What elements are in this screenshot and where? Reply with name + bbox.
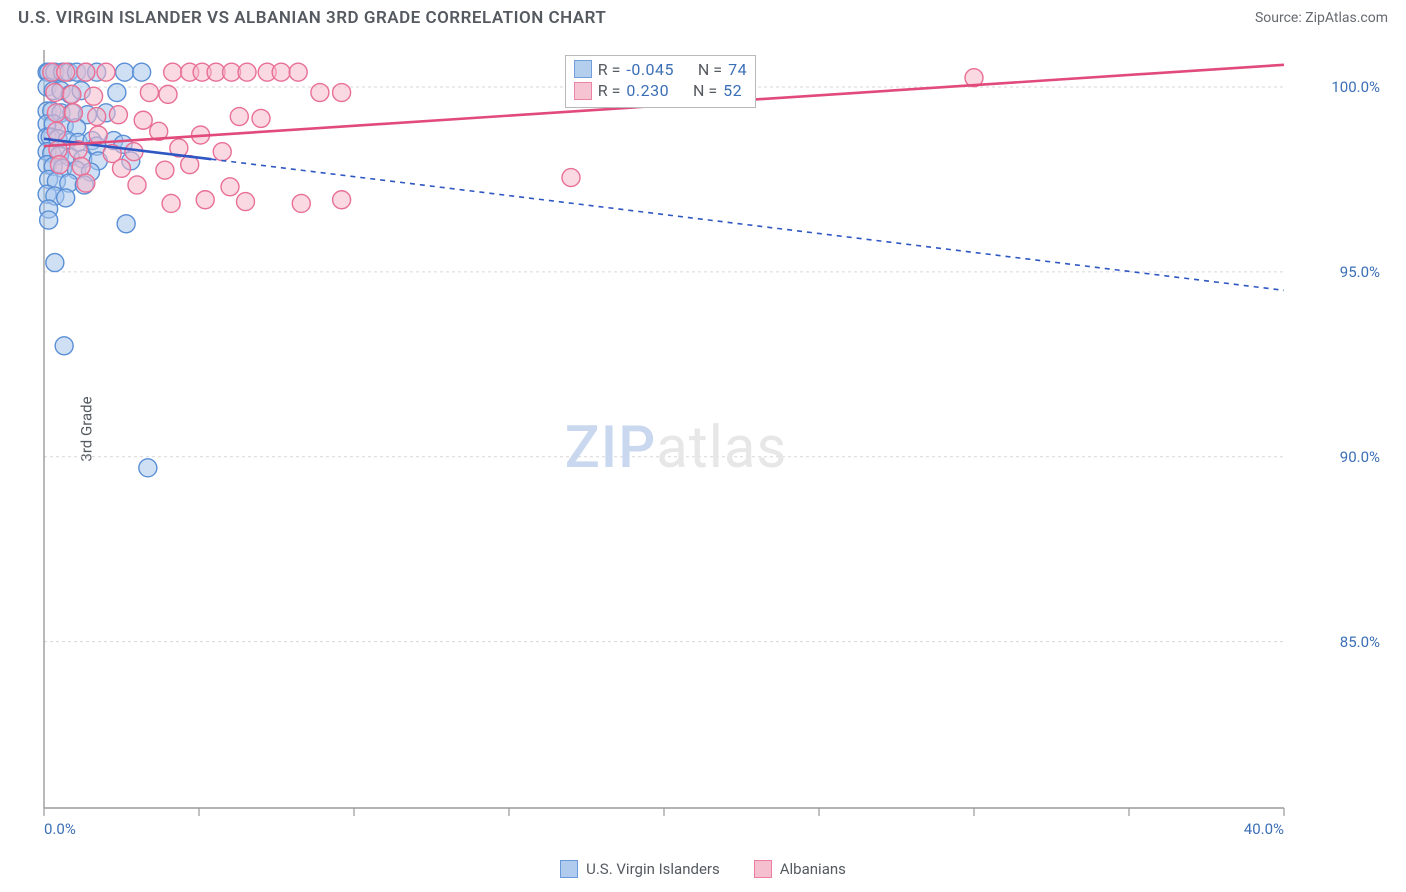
correlation-legend-row: R = -0.045 N = 74 [574,59,747,81]
y-tick-label: 85.0% [1340,633,1380,651]
legend-swatch [560,860,578,878]
series-legend-label: Albanians [780,860,846,878]
series-legend-item: U.S. Virgin Islanders [560,860,720,878]
legend-swatch [754,860,772,878]
series-legend-item: Albanians [754,860,846,878]
chart-title: U.S. VIRGIN ISLANDER VS ALBANIAN 3RD GRA… [18,8,606,28]
series-legend-label: U.S. Virgin Islanders [586,860,720,878]
plot-area: 3rd Grade 85.0%90.0%95.0%100.0% 0.0%40.0… [44,50,1284,808]
y-tick-label: 95.0% [1340,263,1380,281]
legend-swatch [574,82,592,100]
y-tick-label: 90.0% [1340,448,1380,466]
legend-swatch [574,60,592,78]
y-tick-label: 100.0% [1331,78,1380,96]
correlation-legend-row: R = 0.230 N = 52 [574,80,747,102]
x-tick-label: 40.0% [1244,820,1284,838]
chart-header: U.S. VIRGIN ISLANDER VS ALBANIAN 3RD GRA… [0,0,1406,42]
scatter-chart-svg [44,50,1284,808]
x-tick-label: 0.0% [44,820,76,838]
series-legend: U.S. Virgin Islanders Albanians [0,860,1406,878]
correlation-legend: R = -0.045 N = 74R = 0.230 N = 52 [565,55,756,108]
chart-source: Source: ZipAtlas.com [1255,10,1388,26]
